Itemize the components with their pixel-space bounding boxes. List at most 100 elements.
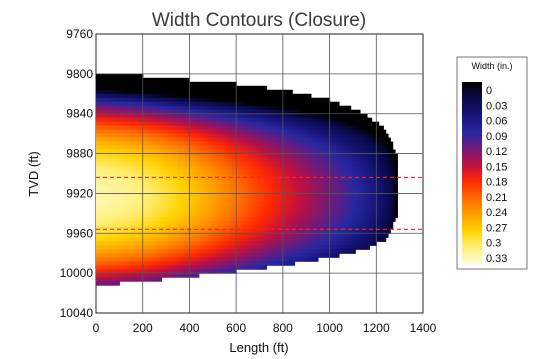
heatmap-cell [313, 189, 317, 195]
heatmap-cell [292, 217, 296, 222]
heatmap-cell [163, 185, 167, 191]
heatmap-cell [187, 153, 191, 159]
heatmap-cell [226, 269, 230, 274]
heatmap-cell [264, 117, 268, 123]
heatmap-cell [121, 197, 125, 202]
heatmap-cell [240, 177, 244, 183]
heatmap-cell [187, 245, 191, 250]
heatmap-cell [250, 177, 254, 183]
heatmap-cell [296, 249, 300, 254]
heatmap-cell [117, 173, 120, 179]
heatmap-cell [219, 237, 223, 242]
heatmap-cell [264, 157, 268, 163]
heatmap-cell [259, 113, 263, 119]
heatmap-cell [240, 181, 244, 187]
heatmap-cell [341, 249, 345, 254]
heatmap-cell [161, 205, 165, 210]
heatmap-cell [271, 261, 275, 266]
heatmap-cell [208, 89, 212, 95]
heatmap-cell [303, 225, 307, 230]
heatmap-cell [182, 97, 186, 103]
heatmap-cell [317, 177, 321, 183]
heatmap-cell [184, 149, 188, 155]
heatmap-cell [252, 201, 256, 206]
heatmap-cell [184, 217, 188, 222]
heatmap-cell [282, 205, 286, 210]
heatmap-cell [247, 257, 251, 262]
heatmap-cell [131, 245, 134, 250]
heatmap-cell [259, 157, 263, 163]
heatmap-cell [336, 177, 340, 183]
heatmap-cell [310, 245, 314, 250]
heatmap-cell [331, 121, 335, 127]
heatmap-cell [329, 201, 333, 206]
heatmap-cell [196, 221, 200, 226]
heatmap-cell [308, 137, 312, 143]
heatmap-cell [147, 105, 151, 111]
heatmap-cell [292, 109, 296, 115]
heatmap-cell [306, 161, 310, 167]
heatmap-cell [173, 209, 177, 214]
heatmap-cell [100, 249, 104, 254]
heatmap-cell [117, 73, 120, 79]
heatmap-cell [98, 109, 102, 115]
heatmap-cell [278, 165, 282, 171]
heatmap-cell [278, 213, 282, 218]
heatmap-cell [231, 193, 235, 199]
heatmap-cell [273, 153, 277, 159]
heatmap-cell [285, 261, 289, 266]
heatmap-cell [308, 153, 312, 159]
heatmap-cell [149, 257, 153, 262]
heatmap-cell [336, 129, 340, 135]
heatmap-cell [266, 237, 270, 242]
heatmap-cell [114, 97, 118, 103]
heatmap-cell [240, 93, 244, 99]
heatmap-cell [124, 193, 127, 199]
heatmap-cell [135, 193, 139, 199]
heatmap-cell [131, 225, 134, 230]
heatmap-cell [110, 153, 113, 159]
heatmap-cell [189, 141, 193, 147]
heatmap-cell [322, 233, 326, 238]
heatmap-cell [254, 201, 258, 206]
heatmap-cell [226, 137, 230, 143]
heatmap-cell [208, 81, 212, 87]
heatmap-cell [320, 161, 324, 167]
heatmap-cell [114, 273, 118, 278]
heatmap-cell [198, 201, 202, 206]
heatmap-cell [198, 137, 202, 143]
heatmap-cell [210, 249, 214, 254]
heatmap-cell [205, 249, 209, 254]
heatmap-cell [245, 101, 249, 107]
heatmap-cell [107, 161, 111, 167]
heatmap-cell [301, 213, 305, 218]
heatmap-cell [338, 105, 342, 111]
heatmap-cell [271, 137, 275, 143]
heatmap-cell [112, 229, 116, 234]
heatmap-cell [210, 149, 214, 155]
heatmap-cell [198, 257, 202, 262]
heatmap-cell [180, 81, 184, 87]
heatmap-cell [203, 89, 207, 95]
heatmap-cell [105, 273, 109, 278]
heatmap-cell [245, 233, 249, 238]
heatmap-cell [278, 229, 282, 234]
heatmap-cell [231, 129, 235, 135]
heatmap-cell [152, 261, 155, 266]
heatmap-cell [145, 261, 148, 266]
heatmap-cell [317, 173, 321, 179]
heatmap-cell [217, 237, 221, 242]
heatmap-cell [287, 193, 291, 199]
heatmap-cell [126, 265, 130, 270]
heatmap-cell [317, 101, 321, 107]
heatmap-cell [306, 249, 310, 254]
heatmap-cell [117, 221, 120, 226]
heatmap-cell [296, 245, 300, 250]
heatmap-cell [105, 137, 109, 143]
heatmap-cell [196, 165, 200, 171]
heatmap-cell [189, 165, 193, 171]
heatmap-cell [124, 165, 127, 171]
heatmap-cell [114, 121, 118, 127]
heatmap-cell [294, 125, 298, 131]
heatmap-cell [224, 165, 228, 171]
